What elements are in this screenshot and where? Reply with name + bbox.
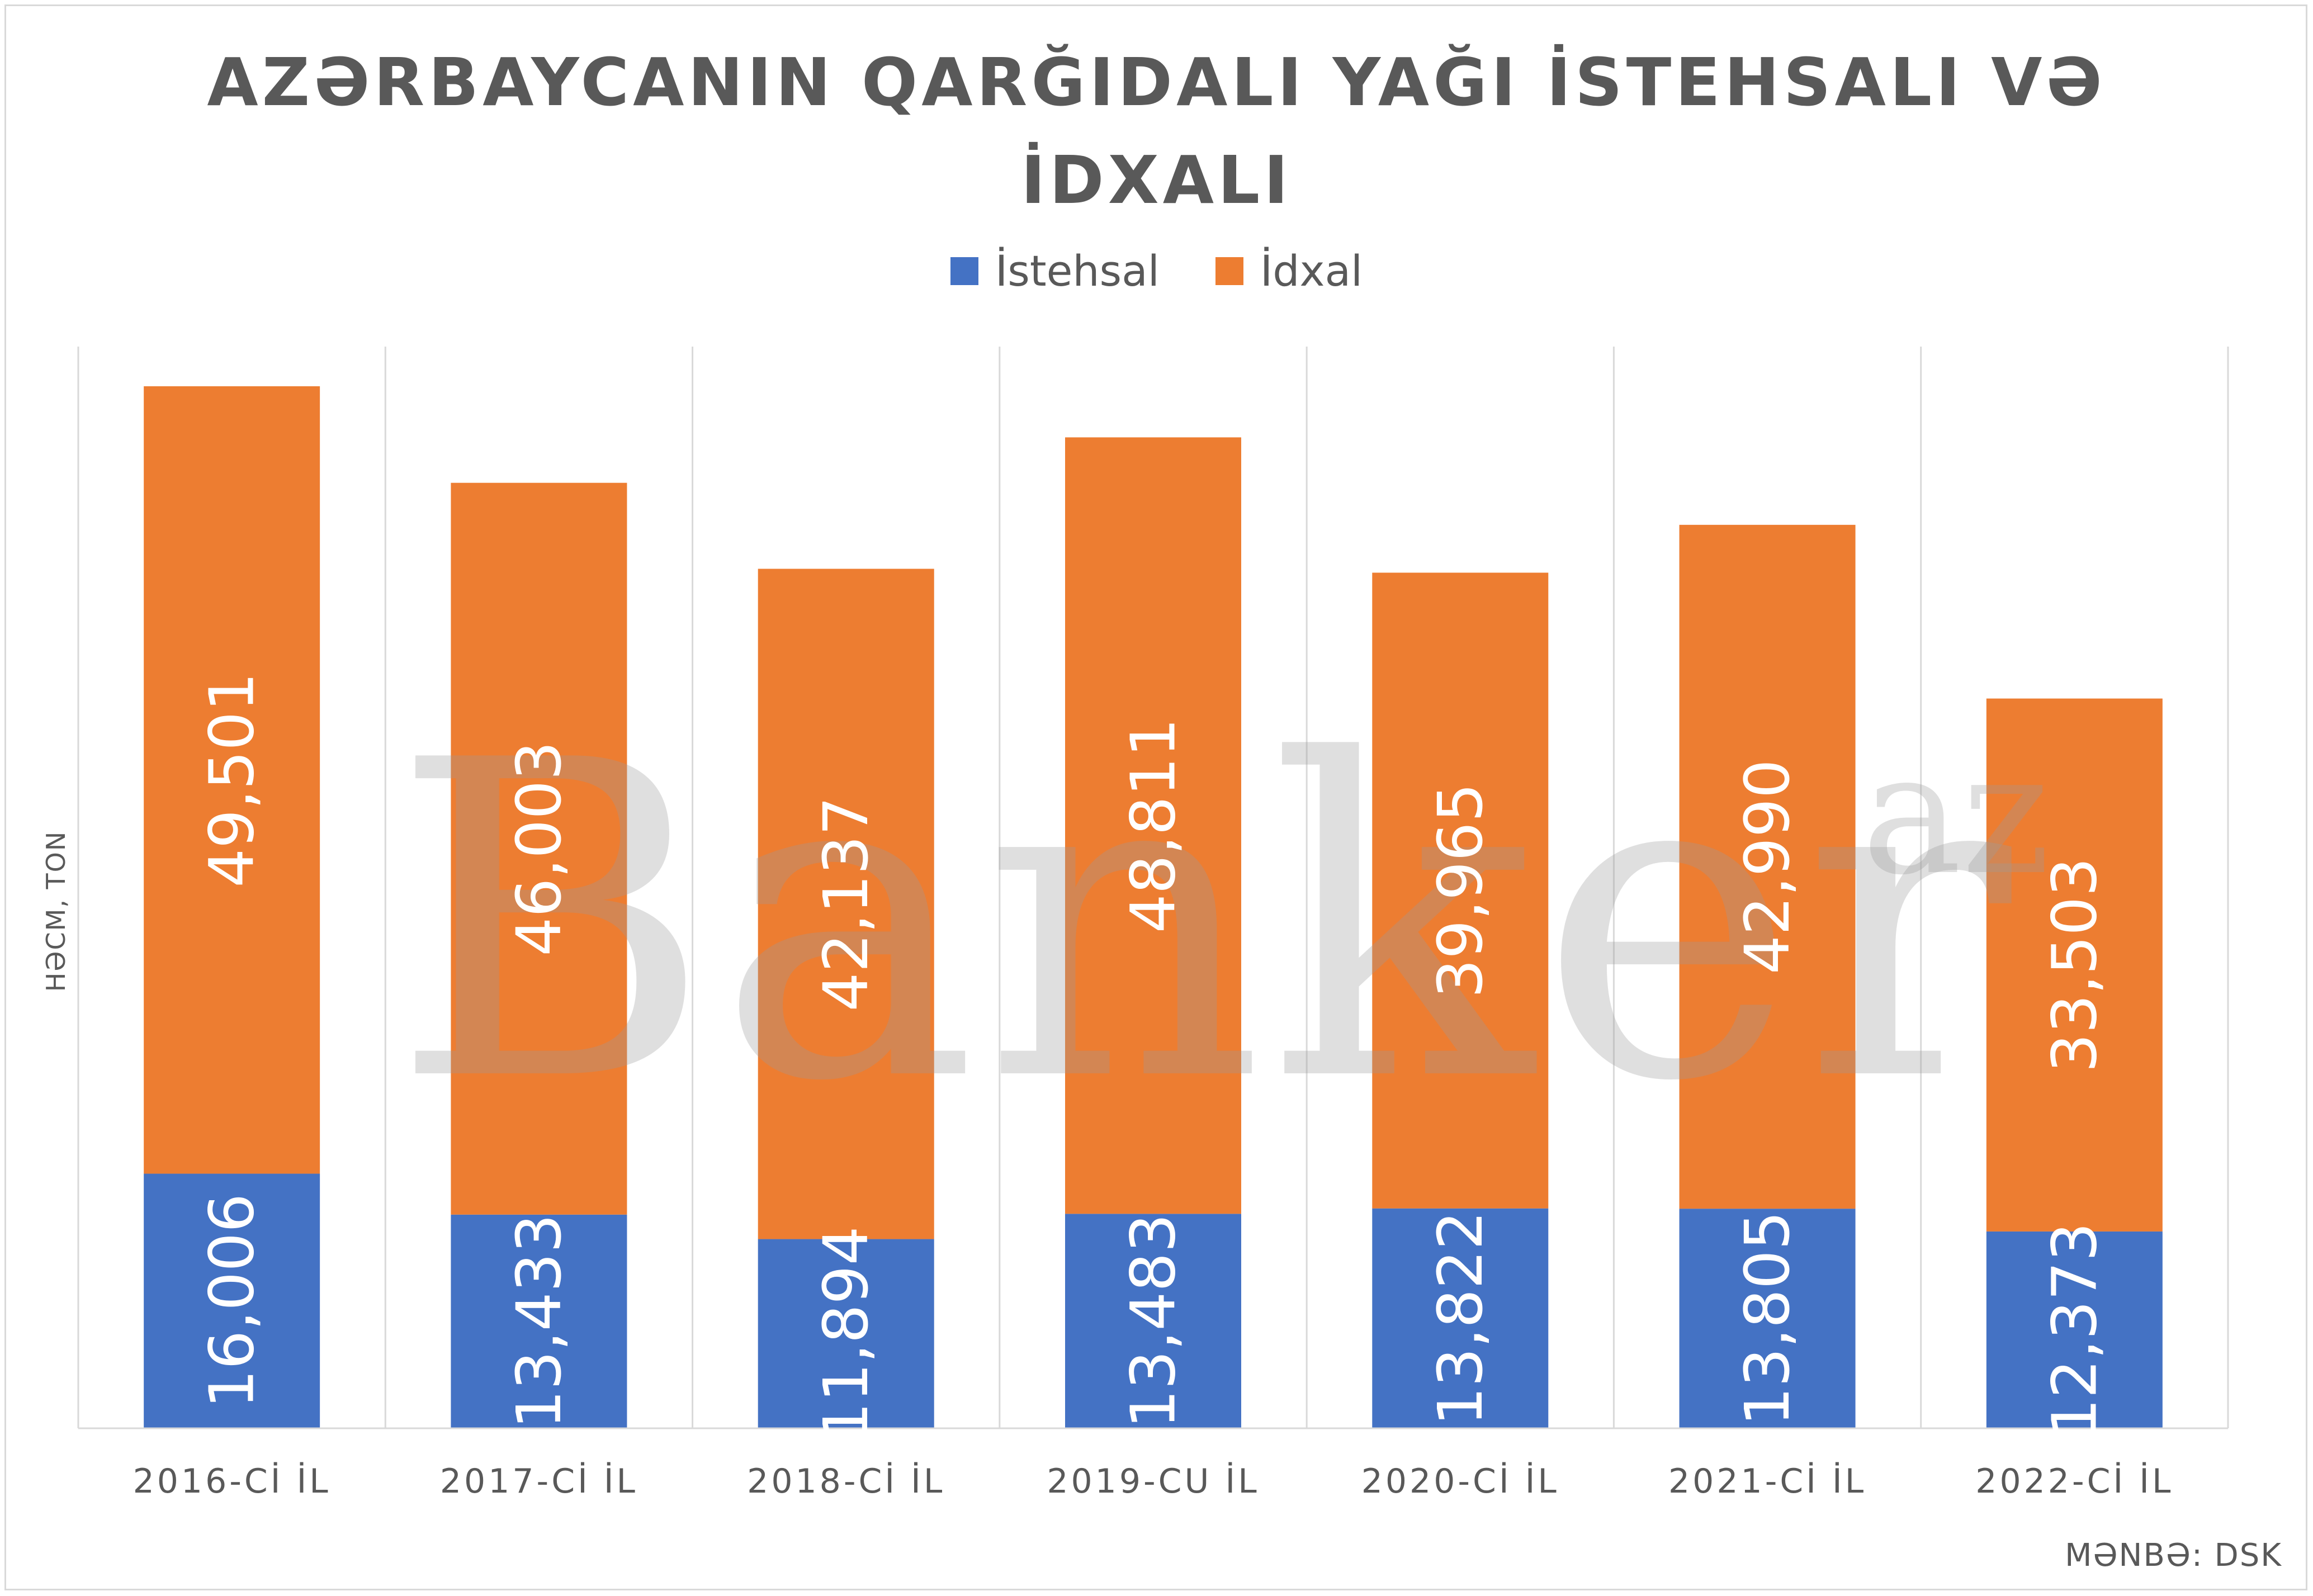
chart-frame <box>4 4 2307 1590</box>
bar-idxal <box>1372 572 1549 1209</box>
data-label-istehsal: 13,483 <box>1118 1214 1189 1429</box>
chart-title-line-1: AZƏRBAYCANIN QARĞIDALI YAĞI İSTEHSALI VƏ <box>207 44 2106 121</box>
data-label-idxal: 39,965 <box>1425 783 1496 998</box>
legend-item-istehsal: İstehsal <box>950 246 1160 296</box>
data-label-istehsal: 13,805 <box>1732 1211 1803 1426</box>
x-tick-label: 2021-Cİ İL <box>1668 1461 1866 1501</box>
x-tick-label: 2017-Cİ İL <box>440 1461 638 1501</box>
bar-idxal <box>758 569 934 1239</box>
bar-istehsal <box>144 1173 320 1428</box>
bars <box>144 386 2163 1428</box>
chart-title: AZƏRBAYCANIN QARĞIDALI YAĞI İSTEHSALI VƏ… <box>0 34 2313 229</box>
data-label-istehsal: 12,373 <box>2038 1223 2110 1438</box>
bar-idxal <box>144 386 320 1174</box>
legend-item-idxal: İdxal <box>1215 246 1363 296</box>
source-note: MƏNBƏ: DSK <box>2065 1537 2282 1574</box>
data-label-idxal: 33,503 <box>2038 858 2110 1073</box>
x-tick-label: 2016-Cİ İL <box>133 1461 331 1501</box>
data-label-idxal: 42,990 <box>1732 759 1803 974</box>
x-tick-label: 2019-CU İL <box>1047 1461 1259 1501</box>
data-label-istehsal: 16,006 <box>196 1194 268 1409</box>
data-label-idxal: 48,811 <box>1118 718 1189 933</box>
data-label-istehsal: 11,894 <box>810 1226 882 1441</box>
bar-idxal <box>451 482 627 1215</box>
data-label-idxal: 42,137 <box>810 797 882 1012</box>
data-label-idxal: 49,501 <box>196 673 268 888</box>
chart-title-line-2: İDXALI <box>1020 141 1293 219</box>
bar-istehsal <box>758 1239 934 1428</box>
bar-idxal <box>1986 698 2163 1232</box>
bar-istehsal <box>1679 1209 1856 1428</box>
legend: İstehsal İdxal <box>0 246 2313 296</box>
watermark-logo: Banker <box>391 669 2017 1176</box>
bar-istehsal <box>1372 1208 1549 1428</box>
bar-istehsal <box>451 1214 627 1428</box>
data-label-istehsal: 13,822 <box>1425 1211 1496 1426</box>
x-tick-label: 2022-Cİ İL <box>1975 1461 2173 1501</box>
data-label-idxal: 46,003 <box>503 741 575 956</box>
x-tick-label: 2018-Cİ İL <box>747 1461 945 1501</box>
data-label-istehsal: 13,433 <box>503 1214 575 1429</box>
bar-istehsal <box>1986 1231 2163 1428</box>
bar-idxal <box>1679 524 1856 1209</box>
x-tick-label: 2020-Cİ İL <box>1361 1461 1559 1501</box>
legend-label-idxal: İdxal <box>1260 246 1363 296</box>
watermark-suffix: az <box>1862 717 2050 912</box>
bar-istehsal <box>1065 1214 1241 1428</box>
legend-swatch-istehsal <box>950 257 978 285</box>
bar-idxal <box>1065 437 1241 1214</box>
legend-swatch-idxal <box>1215 257 1243 285</box>
legend-label-istehsal: İstehsal <box>995 246 1160 296</box>
